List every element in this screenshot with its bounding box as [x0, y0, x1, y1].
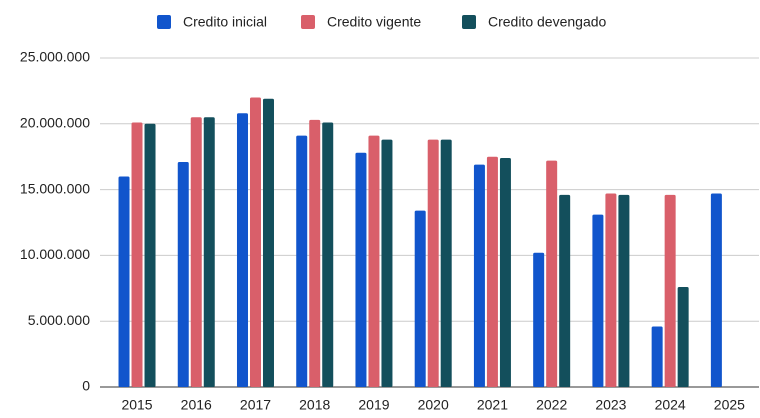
bar	[322, 122, 334, 387]
bar	[177, 161, 189, 387]
x-tick-label: 2021	[477, 397, 508, 413]
bar	[499, 158, 511, 387]
legend-swatch	[462, 15, 476, 29]
x-tick-label: 2024	[655, 397, 686, 413]
bar	[533, 252, 545, 387]
bar	[605, 193, 617, 387]
x-tick-label: 2015	[121, 397, 152, 413]
bar	[486, 156, 498, 387]
bar	[190, 117, 202, 387]
bar	[236, 113, 248, 387]
x-tick-label: 2023	[595, 397, 626, 413]
y-tick-label: 25.000.000	[20, 49, 90, 65]
x-tick-label: 2019	[358, 397, 389, 413]
legend-label: Credito devengado	[488, 14, 607, 30]
x-tick-label: 2017	[240, 397, 271, 413]
bar	[309, 119, 321, 388]
bar	[368, 135, 380, 387]
bar	[131, 122, 143, 387]
bar	[249, 97, 261, 387]
x-tick-label: 2020	[418, 397, 449, 413]
x-tick-label: 2016	[181, 397, 212, 413]
bar	[651, 326, 663, 387]
x-tick-label: 2025	[714, 397, 745, 413]
bar	[427, 139, 439, 387]
bar	[262, 98, 274, 388]
y-tick-label: 0	[82, 378, 90, 394]
x-tick-label: 2018	[299, 397, 330, 413]
bar	[592, 214, 604, 387]
bar	[677, 286, 689, 387]
bar	[296, 135, 308, 387]
bar	[118, 176, 130, 387]
bar	[559, 194, 571, 387]
bar	[355, 152, 367, 387]
bar	[144, 123, 156, 388]
legend-label: Credito inicial	[183, 14, 267, 30]
bar	[414, 210, 426, 387]
bar	[203, 117, 215, 387]
bar	[664, 194, 676, 387]
bar	[710, 193, 722, 387]
y-tick-label: 10.000.000	[20, 246, 90, 262]
y-tick-label: 5.000.000	[28, 312, 90, 328]
y-tick-label: 20.000.000	[20, 115, 90, 131]
legend-swatch	[301, 15, 315, 29]
x-tick-label: 2022	[536, 397, 567, 413]
bar	[473, 164, 485, 387]
bar	[440, 139, 452, 387]
y-tick-label: 15.000.000	[20, 180, 90, 196]
bar	[618, 194, 630, 387]
bar	[381, 139, 393, 387]
bar	[546, 160, 558, 387]
legend-label: Credito vigente	[327, 14, 421, 30]
legend-swatch	[157, 15, 171, 29]
